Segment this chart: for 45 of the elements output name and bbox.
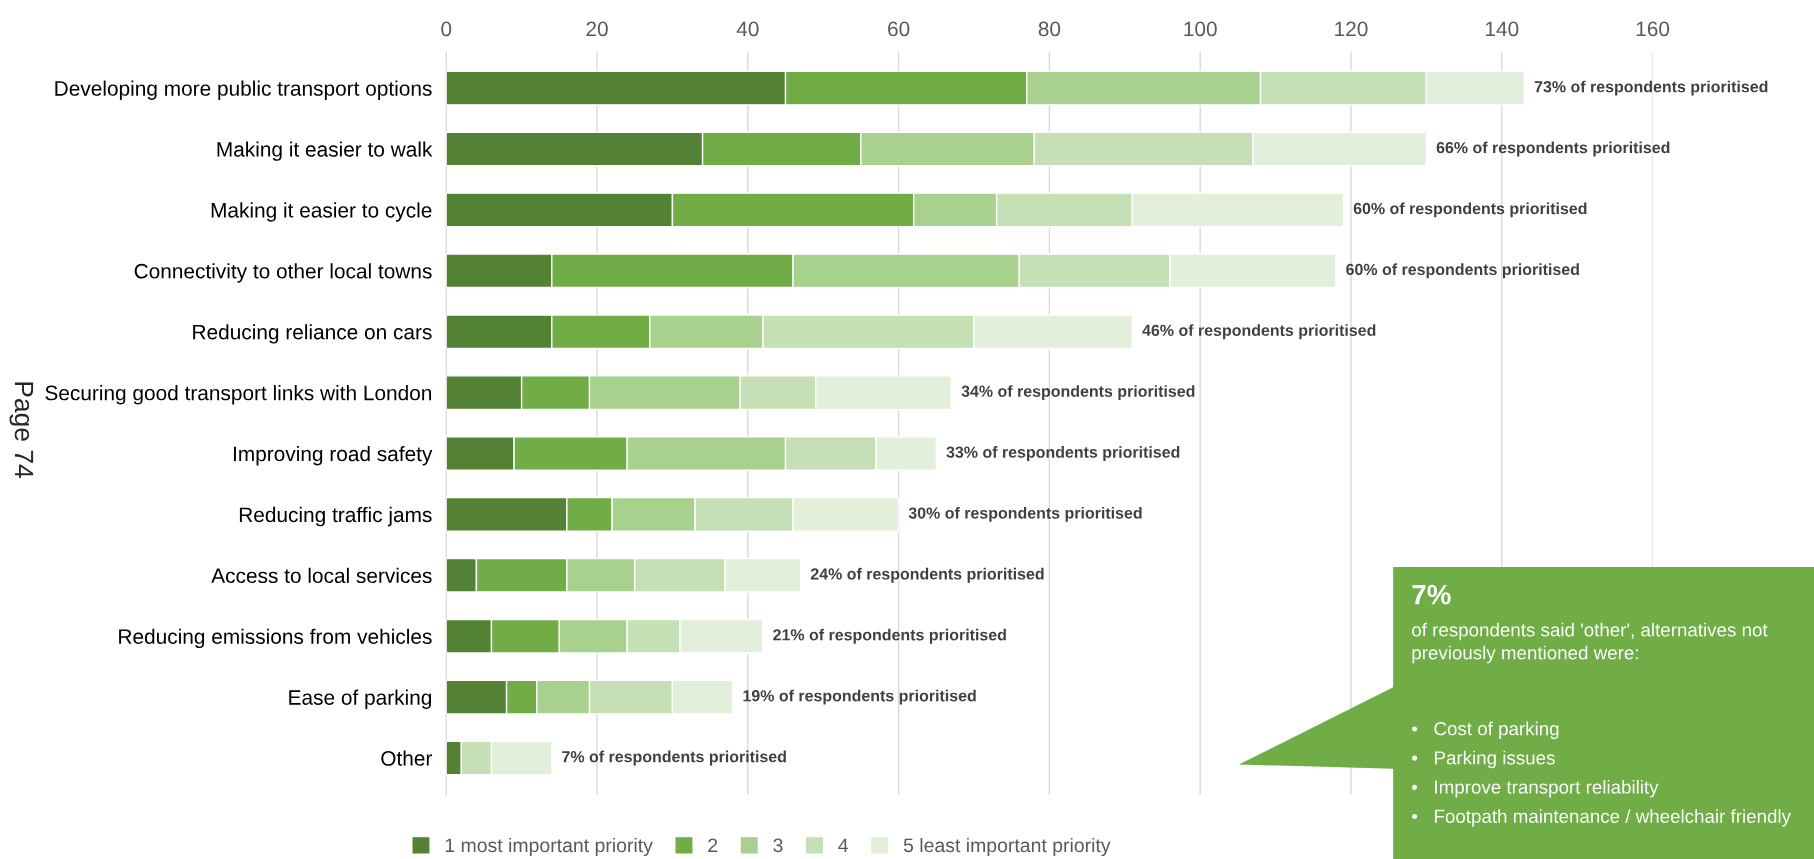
y-tick-label: Developing more public transport options: [55, 80, 432, 100]
annotation: of respondents said 'other', alternatives not previously mentioned were:: [1412, 622, 1768, 664]
x-tick-label: 60: [888, 21, 910, 37]
annotation: 60% of respondents prioritised: [1353, 202, 1587, 218]
legend-label: 5 least important priority: [903, 837, 1111, 857]
annotation: 21% of respondents prioritised: [773, 628, 1006, 644]
y-tick-label: Access to local services: [211, 567, 432, 584]
annotation: 46% of respondents prioritised: [1142, 324, 1376, 340]
x-tick-label: 160: [1636, 21, 1670, 37]
y-tick-label: Securing good transport links with London: [45, 385, 432, 405]
y-tick-label: Reducing reliance on cars: [193, 324, 432, 344]
x-tick-label: 140: [1485, 21, 1519, 37]
x-tick-label: 80: [1038, 21, 1061, 37]
annotation: 7%: [1412, 584, 1451, 605]
annotation: • Cost of parking: [1412, 721, 1559, 740]
y-tick-label: Connectivity to other local towns: [134, 263, 432, 283]
legend-label: 4: [838, 838, 849, 853]
legend-label: 2: [708, 838, 718, 853]
y-tick-label: Ease of parking: [289, 689, 432, 709]
annotation: 34% of respondents prioritised: [961, 385, 1195, 401]
annotation: 19% of respondents prioritised: [743, 689, 976, 705]
x-tick-label: 20: [586, 21, 608, 37]
annotation: 66% of respondents prioritised: [1436, 141, 1670, 157]
annotation: • Improve transport reliability: [1412, 779, 1659, 798]
annotation: 30% of respondents prioritised: [908, 506, 1142, 522]
y-tick-label: Improving road safety: [233, 445, 433, 466]
y-tick-label: Making it easier to walk: [217, 141, 433, 161]
legend-label: 1 most important priority: [445, 837, 653, 857]
y-tick-label: Other: [381, 750, 433, 766]
y-tick-label: Making it easier to cycle: [211, 202, 432, 222]
y-tick-label: Reducing emissions from vehicles: [119, 628, 432, 649]
legend-label: 3: [773, 838, 783, 853]
annotation: 24% of respondents prioritised: [810, 567, 1044, 583]
annotation: 60% of respondents prioritised: [1346, 263, 1579, 279]
annotation: • Parking issues: [1412, 750, 1555, 769]
x-tick-label: 120: [1335, 21, 1368, 37]
x-tick-label: 100: [1184, 21, 1217, 37]
annotation: 73% of respondents prioritised: [1534, 80, 1768, 96]
annotation: 7% of respondents prioritised: [562, 750, 786, 766]
x-tick-label: 0: [441, 21, 452, 37]
x-tick-label: 40: [736, 21, 759, 37]
text: Page 74: [9, 382, 34, 478]
text: • Footpath maintenance / wheelchair friendly: [1412, 809, 1791, 827]
annotation: 33% of respondents prioritised: [946, 446, 1180, 461]
y-tick-label: Reducing traffic jams: [239, 506, 432, 527]
